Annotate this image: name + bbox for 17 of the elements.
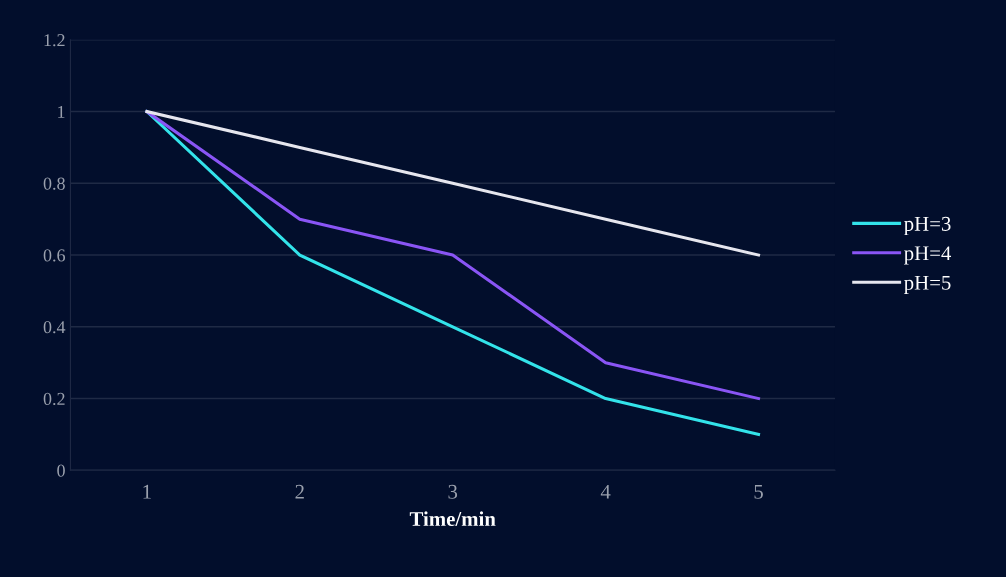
line-series	[145, 110, 761, 257]
y-tick-label: 1.2	[44, 34, 65, 47]
x-tick-label: 1	[143, 484, 151, 499]
x-axis-title: Time/min	[409, 511, 496, 527]
y-tick-label: 0	[57, 464, 65, 477]
y-tick-label: 0.2	[43, 392, 65, 406]
y-tick-label: 0.4	[43, 321, 66, 334]
legend-label: pH=3	[904, 216, 951, 236]
legend-label: pH=4	[904, 246, 952, 265]
x-tick-label: 2	[295, 484, 304, 499]
x-tick-label: 3	[448, 484, 458, 499]
y-tick-label: 0.8	[43, 177, 65, 190]
y-tick-label: 0.6	[43, 249, 66, 262]
y-tick-label: 1	[58, 105, 65, 118]
x-tick-label: 5	[754, 484, 763, 499]
legend-label: pH=5	[904, 275, 951, 294]
x-tick-label: 4	[600, 484, 611, 499]
